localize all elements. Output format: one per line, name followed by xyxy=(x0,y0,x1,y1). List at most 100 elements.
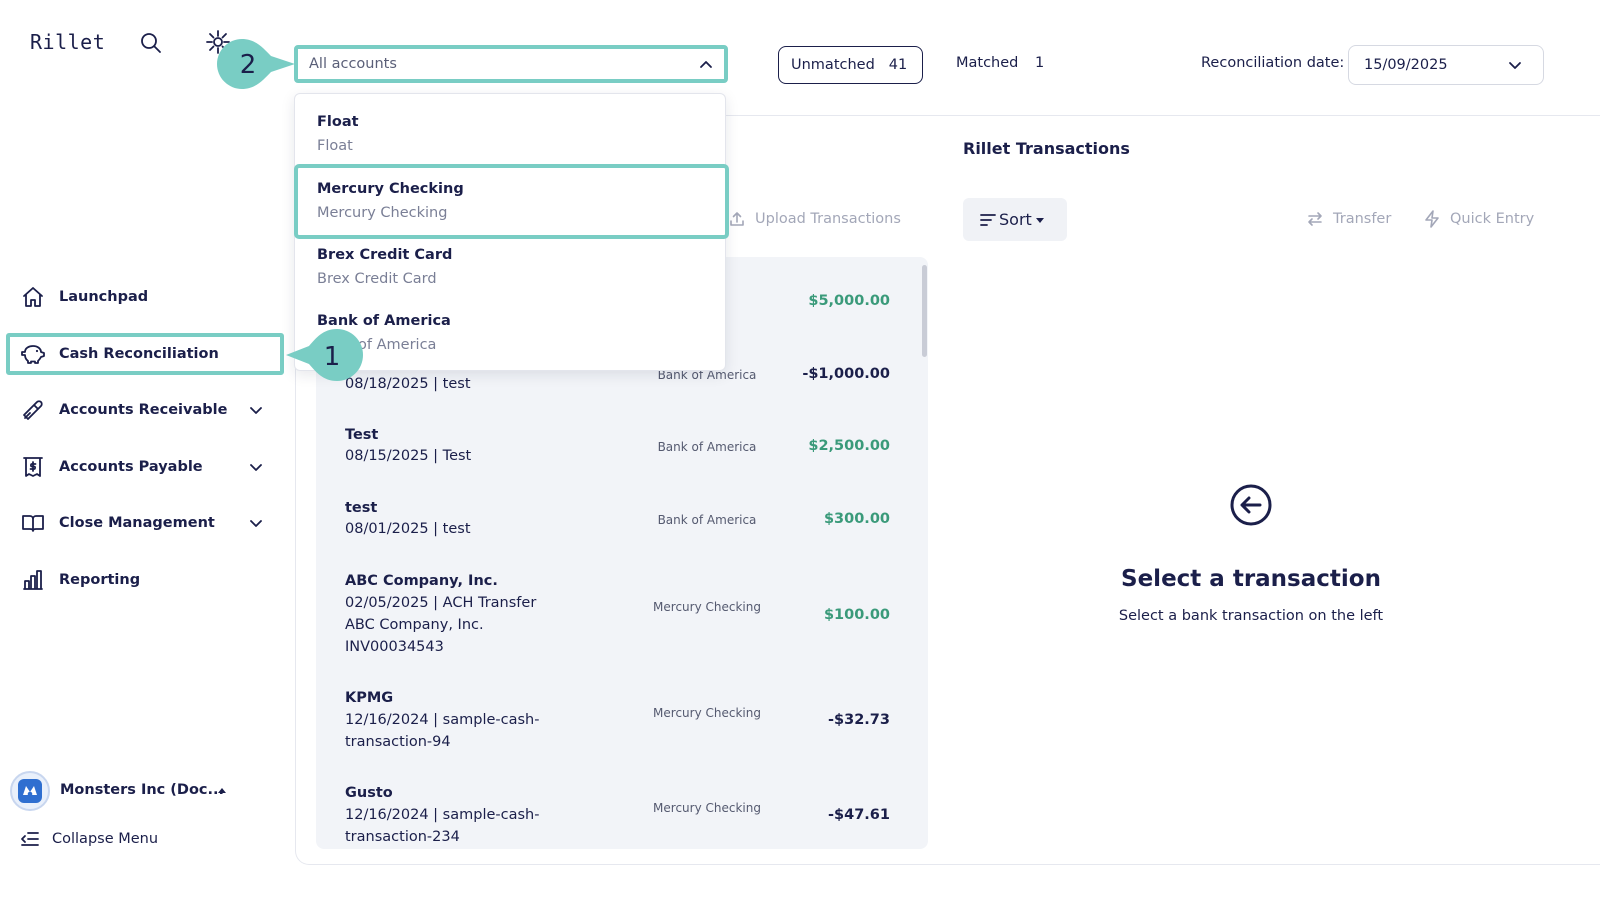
tx-account: Mercury Checking xyxy=(653,600,761,614)
transfer-button[interactable]: Transfer xyxy=(1306,210,1391,228)
tx-line: transaction-94 xyxy=(345,734,451,750)
option-subtitle: Brex Credit Card xyxy=(317,271,437,287)
tx-name: ABC Company, Inc. xyxy=(345,573,498,589)
sidebar-item-accounts-receivable[interactable]: Accounts Receivable xyxy=(6,389,284,431)
table-row[interactable]: Test 08/15/2025 | Test Bank of America $… xyxy=(316,415,928,488)
tx-amount: -$1,000.00 xyxy=(802,366,890,382)
sidebar-item-label: Launchpad xyxy=(59,289,149,305)
table-row[interactable]: ABC Company, Inc. 02/05/2025 | ACH Trans… xyxy=(316,561,928,677)
payable-icon xyxy=(20,454,46,480)
reconciliation-date-select[interactable]: 15/09/2025 xyxy=(1348,45,1544,85)
receivable-icon xyxy=(20,397,46,423)
tx-amount: $100.00 xyxy=(823,607,890,623)
sort-label: Sort xyxy=(999,210,1032,229)
tx-line: 08/15/2025 | Test xyxy=(345,448,472,464)
menu-item-mercury-checking[interactable]: Mercury Checking Mercury Checking xyxy=(294,164,729,239)
quick-entry-label: Quick Entry xyxy=(1450,211,1535,227)
right-panel-title: Rillet Transactions xyxy=(963,139,1130,158)
tab-count: 41 xyxy=(888,57,908,73)
scrollbar[interactable] xyxy=(922,265,927,357)
tx-amount: -$47.61 xyxy=(828,807,890,823)
tab-label: Unmatched xyxy=(791,57,875,73)
transfer-label: Transfer xyxy=(1333,211,1392,227)
bar-chart-icon xyxy=(20,567,46,593)
sidebar-item-label: Close Management xyxy=(59,515,215,531)
tab-unmatched[interactable]: Unmatched 41 xyxy=(778,46,923,84)
tab-label: Matched xyxy=(956,55,1019,71)
account-filter-value: All accounts xyxy=(309,56,397,72)
avatar[interactable] xyxy=(10,771,50,811)
sidebar-item-label: Accounts Payable xyxy=(59,459,203,475)
lightning-icon xyxy=(1423,210,1450,228)
app-logo[interactable]: Rillet xyxy=(30,30,106,54)
book-icon xyxy=(20,510,46,536)
tx-amount: $2,500.00 xyxy=(808,438,890,454)
callout-number: 1 xyxy=(324,342,341,372)
tx-line: transaction-234 xyxy=(345,829,460,845)
chevron-down-icon[interactable] xyxy=(248,402,264,418)
chevron-down-icon[interactable] xyxy=(248,515,264,531)
search-icon[interactable] xyxy=(139,31,163,55)
empty-state-title: Select a transaction xyxy=(1121,566,1381,592)
tx-account: Mercury Checking xyxy=(653,801,761,815)
arrow-left-circle-icon xyxy=(1229,483,1273,527)
sidebar-item-launchpad[interactable]: Launchpad xyxy=(6,276,284,318)
tx-line: ABC Company, Inc. xyxy=(345,617,484,633)
tx-account: Mercury Checking xyxy=(653,706,761,720)
table-row[interactable]: test 08/01/2025 | test Bank of America $… xyxy=(316,488,928,561)
tx-line: 02/05/2025 | ACH Transfer xyxy=(345,595,537,611)
callout-number: 2 xyxy=(240,50,257,80)
tx-line: 08/18/2025 | test xyxy=(345,376,471,392)
account-filter-select[interactable]: All accounts xyxy=(294,45,728,83)
sidebar-item-accounts-payable[interactable]: Accounts Payable xyxy=(6,446,284,488)
piggy-bank-icon xyxy=(20,341,46,367)
tx-name: test xyxy=(345,500,378,516)
menu-item-brex-credit-card[interactable]: Brex Credit Card Brex Credit Card xyxy=(295,227,727,293)
collapse-menu-button[interactable]: Collapse Menu xyxy=(20,830,158,848)
tab-count: 1 xyxy=(1034,55,1045,71)
home-icon xyxy=(20,284,46,310)
option-subtitle: Mercury Checking xyxy=(317,205,448,221)
menu-item-float[interactable]: Float Float xyxy=(295,94,727,160)
sidebar-item-label: Accounts Receivable xyxy=(59,402,228,418)
collapse-menu-label: Collapse Menu xyxy=(52,831,159,847)
tx-account: Bank of America xyxy=(657,368,757,382)
chevron-down-icon[interactable] xyxy=(248,459,264,475)
step-callout-2: 2 xyxy=(216,38,296,90)
sort-icon xyxy=(980,213,996,227)
table-row[interactable]: 08/18/2025 | test Bank of America -$1,00… xyxy=(316,345,928,415)
upload-icon xyxy=(728,210,755,228)
upload-label: Upload Transactions xyxy=(755,211,901,227)
org-name[interactable]: Monsters Inc (Doc... xyxy=(60,782,225,798)
tx-account: Bank of America xyxy=(657,513,757,527)
caret-up-icon[interactable] xyxy=(217,786,227,796)
reconciliation-date-value: 15/09/2025 xyxy=(1364,57,1448,73)
tx-amount: $5,000.00 xyxy=(808,293,890,309)
option-name: Float xyxy=(317,114,359,130)
reconciliation-date-label: Reconciliation date: xyxy=(1201,55,1345,71)
chevron-down-icon xyxy=(1507,57,1523,73)
tab-matched[interactable]: Matched 1 xyxy=(956,55,1044,71)
option-subtitle: Float xyxy=(317,138,353,154)
upload-transactions-button[interactable]: Upload Transactions xyxy=(728,210,901,228)
tx-line: 12/16/2024 | sample-cash- xyxy=(345,807,540,823)
tx-line: 08/01/2025 | test xyxy=(345,521,471,537)
table-row[interactable]: KPMG 12/16/2024 | sample-cash- transacti… xyxy=(316,677,928,772)
sidebar-item-close-management[interactable]: Close Management xyxy=(6,502,284,544)
account-filter-menu: Float Float Mercury Checking Mercury Che… xyxy=(294,93,729,371)
option-name: Bank of America xyxy=(317,313,451,329)
tx-account: Bank of America xyxy=(657,440,757,454)
tx-amount: -$32.73 xyxy=(828,712,890,728)
sidebar-item-cash-reconciliation[interactable]: Cash Reconciliation xyxy=(6,333,284,375)
step-callout-1: 1 xyxy=(285,328,365,382)
chevron-up-icon xyxy=(698,57,714,73)
sort-button[interactable]: Sort xyxy=(963,198,1067,241)
tx-name: Gusto xyxy=(345,785,393,801)
table-row[interactable]: Gusto 12/16/2024 | sample-cash- transact… xyxy=(316,772,928,849)
quick-entry-button[interactable]: Quick Entry xyxy=(1423,210,1534,228)
transfer-icon xyxy=(1306,210,1333,228)
sidebar-item-reporting[interactable]: Reporting xyxy=(6,559,284,601)
option-name: Mercury Checking xyxy=(317,181,464,197)
sidebar-item-label: Reporting xyxy=(59,572,141,588)
tx-name: Test xyxy=(345,427,379,443)
